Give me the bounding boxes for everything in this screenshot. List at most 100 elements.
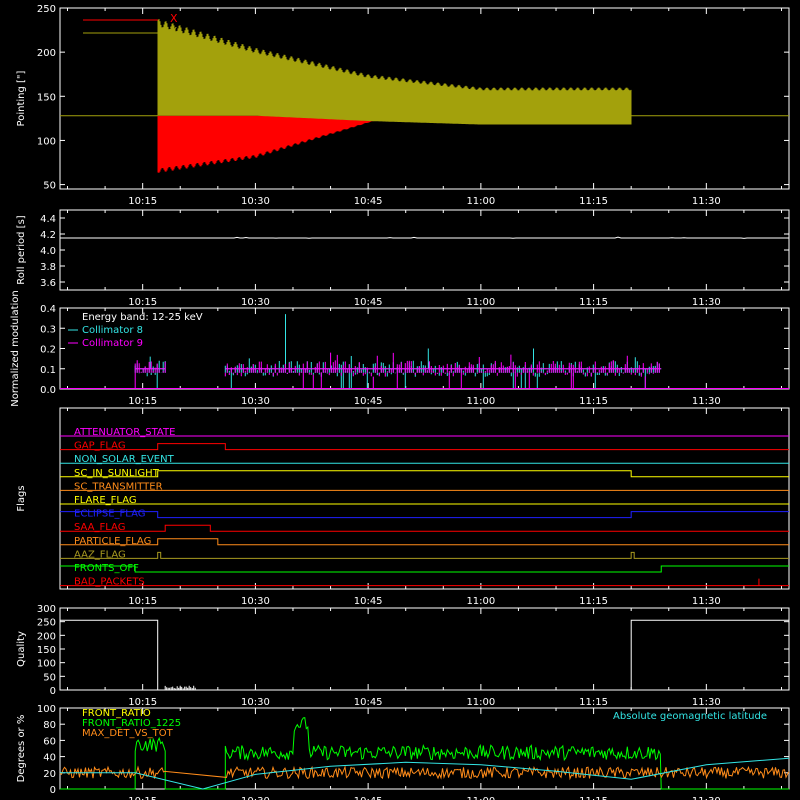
pointing-time-label: 11:00 [466,196,495,207]
flag-label-saa-flag: SAA_FLAG [74,522,125,533]
front-ratio-1225-line [60,717,789,790]
quality-time-label: 10:15 [128,697,157,708]
roll_period-ytick-label: 4.0 [40,246,56,257]
modulation-time-label: 11:30 [692,396,721,407]
modulation-legend-label-1: Collimator 9 [82,338,143,349]
flags-frame [59,407,790,590]
flag-label-particle-flag: PARTICLE_FLAG [74,536,151,547]
quality-ytick-label: 0 [50,686,56,697]
quality-line [60,619,789,691]
ratios-ytick-label: 80 [43,720,56,731]
ratios-legend-label-0: FRONT_RATIO [82,708,151,719]
ratios-time-label: 11:00 [466,796,495,800]
modulation-time-label: 10:30 [241,396,270,407]
ratios-ylabel: Degrees or % [16,715,27,783]
ratios-ytick-label: 20 [43,769,56,780]
flag-label-attenuator-state: ATTENUATOR_STATE [74,427,175,438]
quality-time-label: 10:45 [354,697,383,708]
modulation-legend-label-0: Collimator 8 [82,325,143,336]
pointing-time-label: 10:15 [128,196,157,207]
roll-period-line [60,236,789,239]
flags-time-label: 10:45 [354,596,383,607]
ratios-ytick-label: 60 [43,736,56,747]
flag-label-fronts-off: FRONTS_OFF [74,563,139,574]
flag-label-flare-flag: FLARE_FLAG [74,495,137,506]
quality-ytick-label: 50 [43,672,56,683]
roll_period-ytick-label: 4.4 [40,214,56,225]
energy-band-label: Energy band: 12-25 keV [82,312,203,323]
flag-line-sc-in-sunlight [60,470,789,478]
roll_period-time-label: 10:45 [354,297,383,308]
ratios-frame [59,707,790,790]
modulation-ytick-label: 0.1 [40,365,56,376]
flag-label-eclipse-flag: ECLIPSE_FLAG [74,509,145,520]
flags-time-label: 11:00 [466,596,495,607]
flags-time-label: 10:15 [128,596,157,607]
ratios-ytick-label: 0 [50,785,56,796]
pointing-time-label: 10:45 [354,196,383,207]
roll_period-time-label: 10:15 [128,297,157,308]
modulation-time-label: 10:45 [354,396,383,407]
modulation-series-0 [134,314,662,389]
pointing-legend-label-x: X [170,12,178,25]
modulation-ylabel: Normalized modulation [10,290,21,407]
modulation-ytick-label: 0.3 [40,324,56,335]
roll_period-ytick-label: 4.2 [40,230,56,241]
ratios-time-label: 10:15 [128,796,157,800]
pointing-ytick-label: 50 [43,181,56,192]
pointing-time-label: 11:30 [692,196,721,207]
roll_period-time-label: 11:15 [579,297,608,308]
pointing-ytick-label: 200 [37,48,56,59]
flag-label-sc-transmitter: SC_TRANSMITTER [74,481,163,492]
flag-label-bad-packets: BAD_PACKETS [74,577,145,588]
flags-time-label: 11:30 [692,596,721,607]
modulation-ytick-label: 0.2 [40,345,56,356]
flags-time-label: 10:30 [241,596,270,607]
ratios-time-label: 10:45 [354,796,383,800]
flags-time-label: 11:15 [579,596,608,607]
quality-ytick-label: 100 [37,659,56,670]
quality-ytick-label: 250 [37,618,56,629]
flag-line-saa-flag [60,524,789,532]
flags-ylabel: Flags [16,485,27,511]
flag-line-gap-flag [60,443,789,451]
pointing-time-label: 11:15 [579,196,608,207]
quality-ytick-label: 300 [37,604,56,615]
pointing-frame [59,7,790,190]
ratios-time-label: 10:30 [241,796,270,800]
roll_period-time-label: 11:00 [466,297,495,308]
ratios-legend-label-1: FRONT_RATIO_1225 [82,718,181,729]
flag-label-non-solar-event: NON_SOLAR_EVENT [74,454,175,465]
roll_period-time-label: 11:30 [692,297,721,308]
pointing-ytick-label: 100 [37,136,56,147]
pointing-time-label: 10:30 [241,196,270,207]
modulation-time-label: 11:00 [466,396,495,407]
ratios-time-label: 11:15 [579,796,608,800]
flag-line-fronts-off [60,565,789,573]
quality-ylabel: Quality [16,631,27,667]
flag-label-aaz-flag: AAZ_FLAG [74,549,126,560]
flag-label-sc-in-sunlight: SC_IN_SUNLIGHT [74,468,160,479]
quality-time-label: 11:30 [692,697,721,708]
ratios-ytick-label: 100 [37,704,56,715]
quality-time-label: 11:00 [466,697,495,708]
flag-label-gap-flag: GAP_FLAG [74,441,126,452]
flag-line-bad-packets [60,578,789,587]
roll_period-time-label: 10:30 [241,297,270,308]
quality-ytick-label: 200 [37,631,56,642]
modulation-time-label: 11:15 [579,396,608,407]
pointing-ylabel: Pointing ["] [16,70,27,126]
modulation-series-1 [134,352,662,389]
flag-line-aaz-flag [60,551,789,559]
quality-time-label: 10:30 [241,697,270,708]
pointing-ytick-label: 150 [37,92,56,103]
pointing-series-y [157,19,632,125]
ratios-ytick-label: 40 [43,753,56,764]
ratios-legend-label-2: MAX_DET_VS_TOT [82,728,174,739]
flag-line-eclipse-flag [60,511,789,519]
modulation-time-label: 10:15 [128,396,157,407]
roll_period-ylabel: Roll period [s] [16,215,27,284]
geomagnetic-latitude-line [60,757,790,790]
flag-line-particle-flag [60,538,789,546]
